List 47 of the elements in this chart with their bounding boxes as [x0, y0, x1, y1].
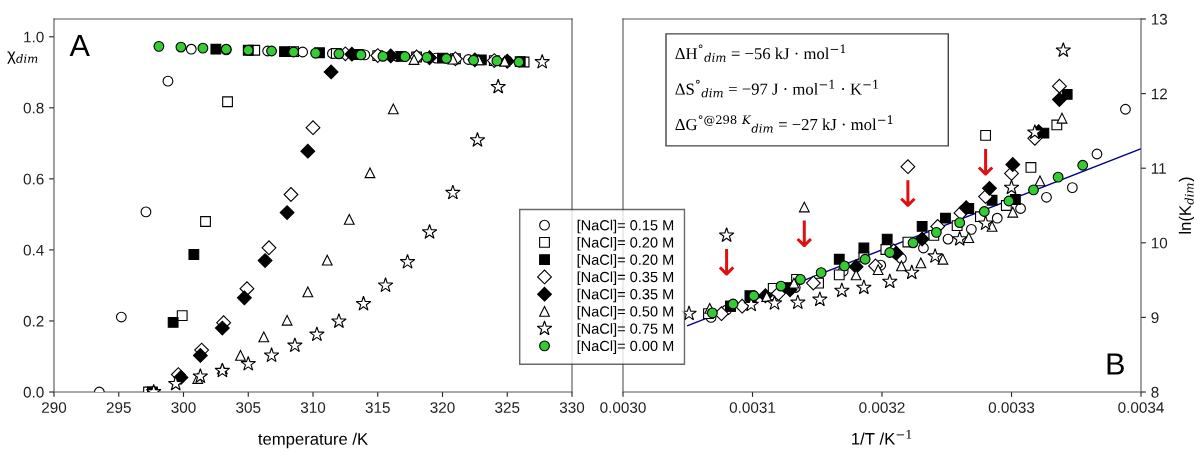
y-tick-label: 0.8 [23, 102, 44, 114]
y-axis-title: χ$_{dim}$ [7, 51, 38, 64]
y-tick-label: 0.0 [23, 386, 44, 398]
x-tick-label: 325 [495, 402, 520, 413]
annotation: A [69, 35, 90, 57]
y-tick-label: 0.2 [23, 315, 44, 327]
x-axis-title: 1/T /K$^{−1}$ [852, 429, 911, 445]
annotation: ↓ [718, 248, 735, 276]
y-tick-label: 0.4 [23, 244, 44, 256]
y-tick-label: 10 [1151, 237, 1168, 249]
x-tick-label: 0.0033 [988, 402, 1035, 413]
y-tick-label: 0.6 [23, 173, 44, 185]
x-tick-label: 0.0031 [729, 402, 776, 413]
legend-label: [NaCl]= 0.15 M [577, 219, 674, 234]
annotation: ΔH$^{°}$$_{dim}$ = −56 kJ · mol$^{−1}$ [675, 44, 846, 62]
legend-label: [NaCl]= 0.35 M [577, 271, 674, 286]
y-tick-label: 13 [1151, 13, 1168, 25]
y-tick-label: 12 [1151, 88, 1167, 100]
x-tick-label: 300 [171, 402, 196, 413]
x-tick-label: 0.0034 [1118, 402, 1164, 413]
y-tick-label: 11 [1151, 163, 1166, 174]
annotation: ΔS$^{°}$$_{dim}$ = −97 J · mol$^{−1}$ · K$^{−1}$ [675, 79, 878, 98]
legend-label: [NaCl]= 0.75 M [577, 323, 674, 337]
y-axis-title: ln(K$_{dim}$) [1178, 177, 1194, 234]
x-tick-label: 315 [365, 402, 390, 413]
annotation: ↓ [796, 220, 812, 248]
y-tick-label: 9 [1151, 312, 1159, 324]
annotation: B [1107, 353, 1124, 375]
x-tick-label: 305 [236, 402, 261, 413]
x-tick-label: 310 [300, 402, 326, 413]
legend-label: [NaCl]= 0.35 M [577, 288, 674, 303]
legend-label: [NaCl]= 0.00 M [577, 340, 674, 354]
annotation: ↓ [900, 180, 916, 207]
x-tick-label: 330 [559, 402, 585, 413]
legend-label: [NaCl]= 0.20 M [577, 236, 674, 251]
x-tick-label: 290 [42, 402, 67, 413]
legend-label: [NaCl]= 0.20 M [577, 254, 674, 268]
annotation: ΔG$^{°@298 K}$$_{dim}$ = −27 kJ · mol$^{−1}$ [675, 115, 893, 133]
y-tick-label: 1.0 [24, 31, 44, 43]
annotation: ↓ [977, 148, 994, 176]
y-tick-label: 8 [1151, 386, 1159, 398]
legend-label: [NaCl]= 0.50 M [577, 305, 674, 320]
x-tick-label: 320 [430, 402, 455, 413]
x-tick-label: 0.0030 [600, 402, 646, 413]
x-tick-label: 0.0032 [859, 402, 905, 413]
x-axis-title: temperature /K [258, 432, 368, 449]
x-tick-label: 295 [106, 402, 131, 413]
